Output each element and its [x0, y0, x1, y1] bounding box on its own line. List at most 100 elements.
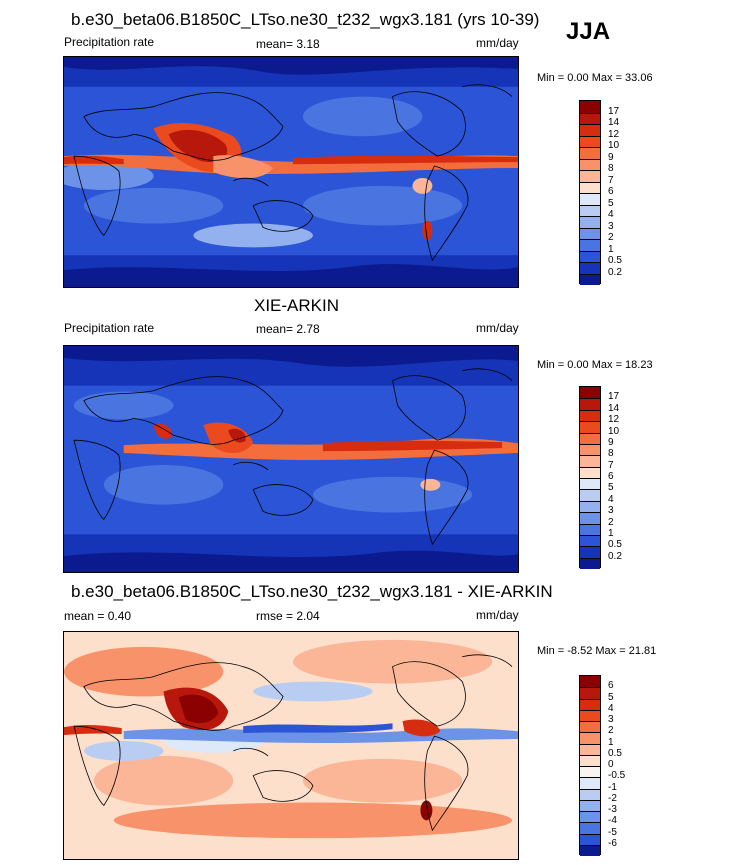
colorbar-swatch — [580, 512, 600, 524]
colorbar-swatch — [580, 409, 600, 422]
colorbar-swatch — [580, 833, 600, 845]
colorbar-tick-label: -1 — [608, 781, 617, 793]
colorbar-tick-label: 3 — [608, 505, 614, 517]
colorbar-swatch — [580, 523, 600, 535]
colorbar-swatch — [580, 135, 600, 147]
colorbar-tick-label: 8 — [608, 448, 614, 460]
colorbar-swatch — [580, 676, 600, 688]
panel-3-map — [63, 631, 519, 860]
colorbar-tick-label: 0.2 — [608, 266, 622, 278]
colorbar-swatch — [580, 455, 600, 467]
colorbar-tick-label: -4 — [608, 815, 617, 827]
colorbar-tick-label: 14 — [608, 402, 620, 414]
colorbar-tick-label: 12 — [608, 414, 620, 426]
colorbar-tick-label: 9 — [608, 151, 614, 163]
colorbar-tick-label: 1 — [608, 736, 614, 748]
colorbar-swatch — [580, 754, 600, 766]
panel-1-mean-label: mean= 3.18 — [256, 37, 320, 51]
colorbar-swatch — [580, 478, 600, 490]
colorbar-swatch — [580, 698, 600, 710]
panel-1-title: b.e30_beta06.B1850C_LTso.ne30_t232_wgx3.… — [71, 10, 540, 29]
colorbar-tick-label: 0.5 — [608, 747, 622, 759]
colorbar-tick-label: -3 — [608, 804, 617, 815]
colorbar-tick-label: 2 — [608, 516, 614, 528]
colorbar-tick-label: 10 — [608, 140, 620, 151]
colorbar-swatch — [580, 466, 600, 478]
panel-1-map — [63, 56, 519, 288]
colorbar-tick-label: 4 — [608, 702, 614, 714]
colorbar-tick-label: 14 — [608, 117, 620, 128]
colorbar-swatch — [580, 124, 600, 136]
colorbar-swatch — [580, 227, 600, 239]
colorbar-swatch — [580, 822, 600, 834]
colorbar-tick-label: 1 — [608, 243, 614, 255]
panel-3-colorbar — [579, 675, 601, 856]
colorbar-tick-label: -0.5 — [608, 770, 626, 782]
colorbar-swatch — [580, 799, 600, 811]
colorbar-tick-label: -2 — [608, 792, 617, 804]
panel-1-minmax: Min = 0.00 Max = 33.06 — [537, 72, 653, 84]
panel-3-map-plot — [64, 632, 518, 859]
colorbar-tick-label: 0 — [608, 759, 614, 770]
colorbar-swatch — [580, 250, 600, 262]
colorbar-tick-label: -6 — [608, 837, 617, 849]
colorbar-swatch — [580, 777, 600, 789]
colorbar-swatch — [580, 158, 600, 170]
colorbar-swatch — [580, 432, 600, 444]
season-label: JJA — [566, 18, 611, 45]
colorbar-swatch — [580, 193, 600, 205]
colorbar-swatch — [580, 398, 600, 410]
colorbar-tick-label: 5 — [608, 482, 614, 494]
colorbar-swatch — [580, 204, 600, 216]
panel-3-mean-label: mean = 0.40 — [64, 609, 132, 623]
colorbar-tick-label: 6 — [608, 680, 614, 692]
panel-3-rmse-label: rmse = 2.04 — [256, 609, 320, 623]
colorbar-tick-label: 17 — [608, 391, 620, 403]
panel-2-colorbar — [579, 386, 601, 569]
colorbar-swatch — [580, 546, 600, 558]
colorbar-tick-label: 0.5 — [608, 539, 622, 551]
colorbar-swatch — [580, 489, 600, 501]
colorbar-swatch — [580, 687, 600, 699]
panel-1-map-plot — [64, 57, 518, 287]
colorbar-swatch — [580, 101, 600, 113]
colorbar-tick-label: 7 — [608, 174, 614, 186]
colorbar-swatch — [580, 811, 600, 823]
colorbar-tick-label: 12 — [608, 128, 620, 140]
colorbar-tick-label: 5 — [608, 197, 614, 209]
colorbar-swatch — [580, 387, 600, 399]
colorbar-tick-label: 8 — [608, 163, 614, 174]
colorbar-swatch — [580, 443, 600, 456]
panel-2-units-label: mm/day — [476, 321, 519, 335]
colorbar-swatch — [580, 262, 600, 274]
colorbar-tick-label: -5 — [608, 826, 617, 838]
colorbar-tick-label: 10 — [608, 425, 620, 437]
colorbar-swatch — [580, 766, 600, 778]
colorbar-swatch — [580, 534, 600, 547]
colorbar-swatch — [580, 239, 600, 251]
colorbar-swatch — [580, 273, 600, 285]
colorbar-tick-label: 4 — [608, 493, 614, 505]
colorbar-swatch — [580, 788, 600, 800]
panel-1-units-label: mm/day — [476, 36, 519, 50]
colorbar-swatch — [580, 112, 600, 124]
colorbar-tick-label: 0.2 — [608, 550, 622, 562]
colorbar-tick-label: 3 — [608, 714, 614, 725]
colorbar-tick-label: 0.5 — [608, 255, 622, 266]
colorbar-tick-label: 17 — [608, 105, 620, 117]
colorbar-tick-label: 4 — [608, 209, 614, 220]
colorbar-tick-label: 3 — [608, 220, 614, 232]
colorbar-tick-label: 9 — [608, 436, 614, 448]
panel-3-title: b.e30_beta06.B1850C_LTso.ne30_t232_wgx3.… — [71, 582, 553, 601]
colorbar-swatch — [580, 743, 600, 755]
panel-2-minmax: Min = 0.00 Max = 18.23 — [537, 359, 653, 371]
panel-2-map-plot — [64, 346, 518, 572]
colorbar-tick-label: 7 — [608, 459, 614, 471]
colorbar-tick-label: 6 — [608, 471, 614, 482]
panel-1-colorbar — [579, 100, 601, 285]
panel-2-mean-label: mean= 2.78 — [256, 322, 320, 336]
panel-1-field-label: Precipitation rate — [64, 35, 155, 49]
colorbar-tick-label: 2 — [608, 725, 614, 737]
panel-2-field-label: Precipitation rate — [64, 321, 155, 335]
colorbar-tick-label: 1 — [608, 527, 614, 539]
